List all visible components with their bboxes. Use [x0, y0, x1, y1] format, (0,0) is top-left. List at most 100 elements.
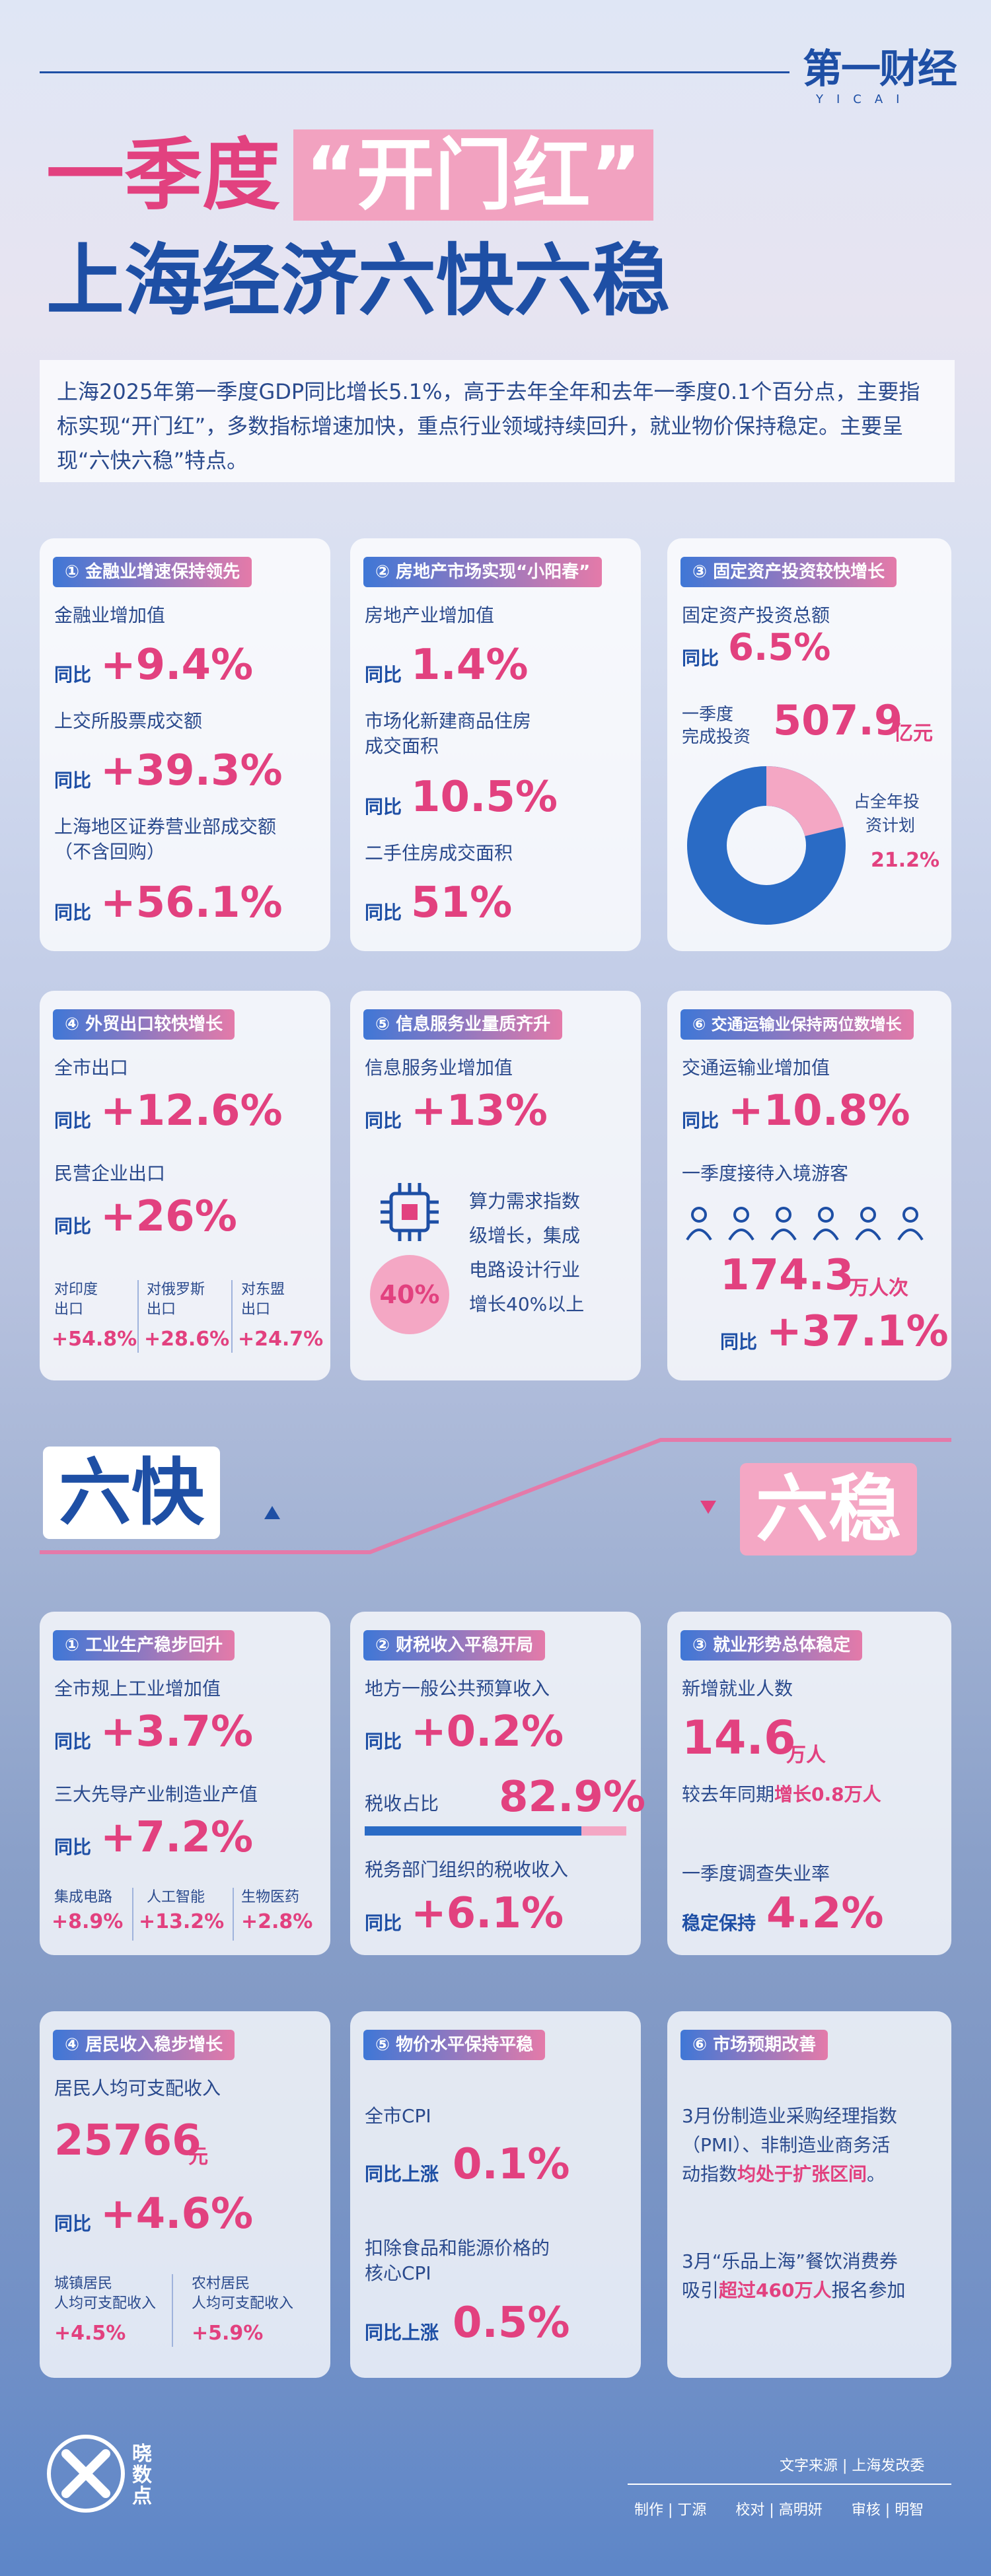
- desc-line: 级增长，集成: [469, 1225, 581, 1246]
- yoy-label: 同比: [682, 1110, 719, 1131]
- value: +13%: [411, 1087, 548, 1135]
- desc-highlight: 均处于扩张区间: [737, 2163, 867, 2185]
- tax-share-bar: [365, 1826, 582, 1836]
- value: +0.2%: [411, 1707, 564, 1756]
- section-connector: [40, 1438, 951, 1554]
- yoy-label: 同比: [54, 902, 92, 923]
- sub-value: +4.5%: [54, 2322, 126, 2345]
- card-tag: ④ 居民收入稳步增长: [53, 2030, 235, 2060]
- yoy-label: 同比: [365, 1912, 402, 1934]
- intro-paragraph: 上海2025年第一季度GDP同比增长5.1%，高于去年全年和去年一季度0.1个百…: [40, 360, 955, 482]
- label: 核心CPI: [365, 2262, 431, 2284]
- card-finance: ① 金融业增速保持领先 金融业增加值 同比 +9.4% 上交所股票成交额 同比 …: [40, 538, 330, 951]
- sub-label: 对俄罗斯: [147, 1281, 205, 1298]
- section-fast: 六快: [43, 1447, 220, 1539]
- card-tag: ⑤ 信息服务业量质齐升: [363, 1009, 563, 1040]
- header-rule: [40, 71, 789, 73]
- sub-label: 出口: [147, 1301, 176, 1318]
- label: 固定资产投资总额: [682, 604, 830, 626]
- change-value: 增长0.8万人: [774, 1783, 881, 1805]
- sub-value: +8.9%: [52, 1910, 124, 1933]
- value: 6.5%: [728, 626, 831, 669]
- value: +37.1%: [766, 1307, 949, 1356]
- yoy-label: 同比: [365, 1731, 402, 1752]
- sub-label: 生物医药: [241, 1889, 300, 1906]
- sub-value: +5.9%: [192, 2322, 264, 2345]
- label: 交通运输业增加值: [682, 1057, 830, 1079]
- footer-source: 文字来源 | 上海发改委: [780, 2458, 925, 2474]
- yoy-label: 同比: [54, 1110, 92, 1131]
- value: +56.1%: [100, 878, 283, 927]
- unit: 万人: [786, 1744, 826, 1767]
- card-industry: ① 工业生产稳步回升 全市规上工业增加值 同比 +3.7% 三大先导产业制造业产…: [40, 1612, 330, 1955]
- value: 0.5%: [453, 2299, 570, 2347]
- yoy-label: 同比: [54, 769, 92, 791]
- desc-line: 动指数均处于扩张区间。: [682, 2162, 885, 2187]
- label: 金融业增加值: [54, 604, 166, 626]
- footer-divider: [628, 2484, 951, 2485]
- sub-label: 人均可支配收入: [192, 2295, 294, 2312]
- yoy-label: 同比: [54, 1215, 92, 1237]
- label: 成交面积: [365, 735, 439, 757]
- yoy-label: 同比: [54, 1836, 92, 1858]
- divider: [137, 1280, 139, 1353]
- desc-highlight: 超过460万人: [719, 2279, 832, 2301]
- yoy-label: 同比: [365, 902, 402, 923]
- sub-label: 对印度: [54, 1281, 98, 1298]
- label: 房地产业增加值: [365, 604, 495, 626]
- label: 全市CPI: [365, 2105, 431, 2127]
- value: 1.4%: [411, 641, 529, 690]
- desc-text: 。: [867, 2163, 886, 2185]
- divider: [172, 2274, 173, 2347]
- label: 新增就业人数: [682, 1678, 793, 1699]
- donut-value: 21.2%: [871, 849, 940, 872]
- yoy-label: 同比: [365, 796, 402, 818]
- value: 174.3: [720, 1251, 854, 1300]
- value: 25766: [54, 2116, 202, 2165]
- card-tag: ⑤ 物价水平保持平稳: [363, 2030, 546, 2060]
- sub-value: +28.6%: [144, 1328, 230, 1351]
- label: 税务部门组织的税收收入: [365, 1859, 569, 1880]
- donut-share: [687, 766, 846, 925]
- section-stable: 六稳: [740, 1463, 917, 1556]
- tax-share-track: [365, 1826, 626, 1836]
- logo-subtext: YICAI: [816, 92, 913, 106]
- value: +7.2%: [100, 1813, 254, 1862]
- label: 一季度调查失业率: [682, 1863, 830, 1884]
- value: +9.4%: [100, 641, 254, 690]
- label: 信息服务业增加值: [365, 1057, 513, 1079]
- sub-label: 城镇居民: [54, 2275, 113, 2292]
- label: 上海地区证券营业部成交额: [54, 816, 277, 838]
- title-part-a: 一季度: [46, 129, 281, 221]
- card-tag: ⑥ 交通运输业保持两位数增长: [680, 1009, 914, 1040]
- value: 4.2%: [766, 1889, 884, 1938]
- yoy-label: 同比: [54, 664, 92, 686]
- value: 507.9: [773, 696, 903, 744]
- yicai-logo: 第一财经 YICAI: [803, 46, 961, 106]
- label: 市场化新建商品住房: [365, 710, 532, 732]
- card-prices: ⑤ 物价水平保持平稳 全市CPI 同比上涨 0.1% 扣除食品和能源价格的 核心…: [350, 2011, 641, 2378]
- sub-value: +13.2%: [139, 1910, 225, 1933]
- sub-label: 集成电路: [54, 1889, 113, 1906]
- divider: [233, 1888, 234, 1941]
- sub-value: +2.8%: [241, 1910, 313, 1933]
- desc-line: （PMI）、非制造业商务活: [682, 2134, 891, 2156]
- logo-text: 第一财经: [803, 46, 957, 92]
- card-employment: ③ 就业形势总体稳定 新增就业人数 14.6 万人 较去年同期增长0.8万人 一…: [667, 1612, 951, 1955]
- label: 全市出口: [54, 1057, 129, 1079]
- label: 民营企业出口: [54, 1163, 166, 1184]
- label: 居民人均可支配收入: [54, 2077, 221, 2099]
- card-info-services: ⑤ 信息服务业量质齐升 信息服务业增加值 同比 +13% 40% 算力需求指数 …: [350, 991, 641, 1380]
- label: 扣除食品和能源价格的: [365, 2237, 550, 2259]
- label: 上交所股票成交额: [54, 710, 203, 732]
- yoy-label: 同比: [682, 647, 719, 669]
- yoy-label: 同比: [365, 1110, 402, 1131]
- value: +26%: [100, 1192, 237, 1241]
- desc-line: 3月份制造业采购经理指数: [682, 2105, 897, 2127]
- yoy-label: 同比: [720, 1331, 758, 1353]
- card-income: ④ 居民收入稳步增长 居民人均可支配收入 25766 元 同比 +4.6% 城镇…: [40, 2011, 330, 2378]
- value: +39.3%: [100, 746, 283, 795]
- value: +10.8%: [728, 1087, 910, 1135]
- desc-text: 吸引: [682, 2279, 719, 2301]
- title-highlight: “开门红”: [293, 129, 654, 221]
